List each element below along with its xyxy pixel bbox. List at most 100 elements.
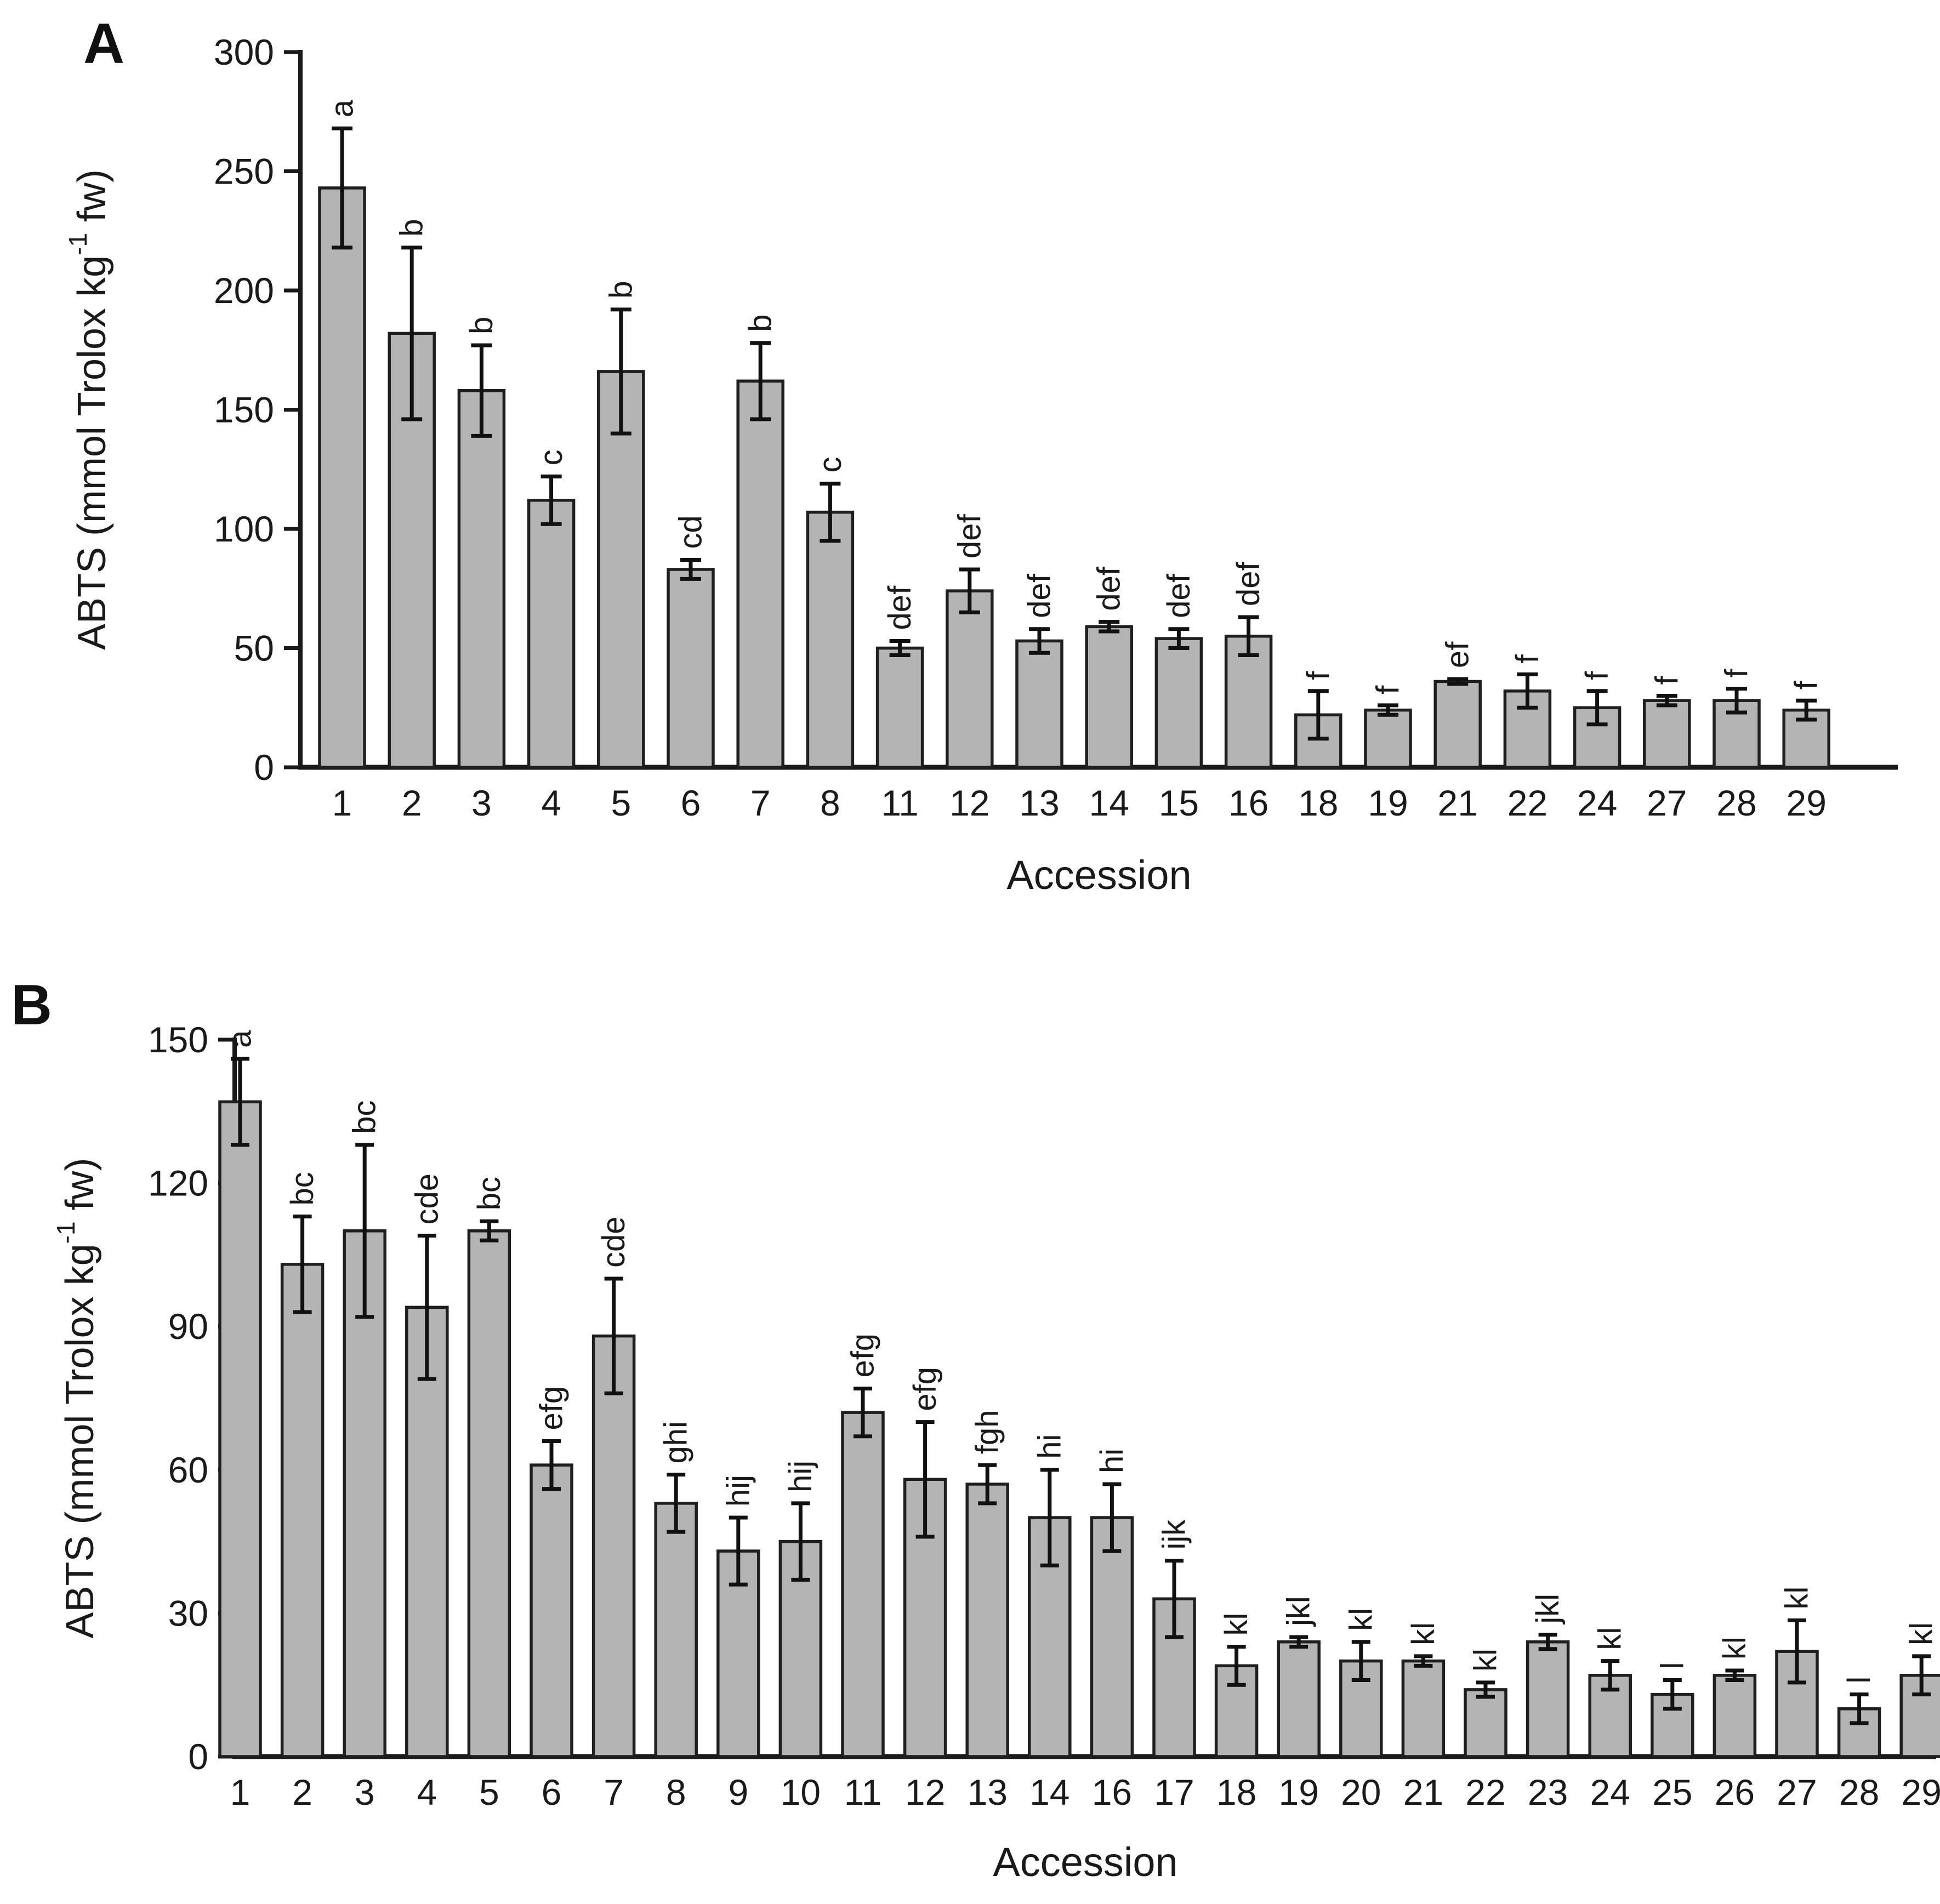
x-category-label: 1 <box>332 783 352 823</box>
bar <box>1401 1659 1446 1758</box>
sig-letter: f <box>1300 671 1336 680</box>
bar <box>591 1334 636 1758</box>
x-category-label: 11 <box>844 1772 882 1812</box>
x-category-label: 2 <box>402 783 422 823</box>
x-category-label: 3 <box>471 783 492 823</box>
y-tick-label: 150 <box>214 390 274 430</box>
sig-letter: kl <box>1779 1587 1815 1610</box>
sig-letter: ghi <box>658 1421 694 1463</box>
sig-letter: bc <box>471 1177 507 1210</box>
bar <box>530 1463 573 1758</box>
bar <box>1775 1650 1819 1758</box>
panel-label-b: B <box>11 973 53 1037</box>
bar <box>806 510 855 769</box>
y-tick-label: 250 <box>214 151 274 192</box>
sig-letter: a <box>223 1030 258 1048</box>
sig-letter: def <box>1022 573 1057 618</box>
x-category-label: 11 <box>881 783 919 823</box>
x-category-label: 16 <box>1228 783 1268 823</box>
y-axis-title: ABTS (mmol Trolox kg-1 fw) <box>64 169 114 650</box>
sig-letter: def <box>1161 573 1197 618</box>
y-tick-label: 120 <box>148 1163 208 1204</box>
y-tick-label: 50 <box>234 628 274 669</box>
sig-letter: f <box>1789 680 1824 689</box>
x-axis-title: Accession <box>1006 852 1191 898</box>
sig-letter: b <box>743 314 778 332</box>
x-category-label: 18 <box>1216 1772 1256 1812</box>
x-category-label: 12 <box>949 783 989 823</box>
sig-letter: ijk <box>1157 1519 1192 1550</box>
sig-letter: def <box>882 585 918 630</box>
x-category-label: 13 <box>1019 783 1059 823</box>
x-category-label: 6 <box>681 783 701 823</box>
bar <box>1526 1640 1570 1758</box>
bar <box>946 589 994 769</box>
sig-letter: kl <box>1468 1649 1504 1672</box>
sig-letter: a <box>325 99 360 117</box>
bar <box>457 389 506 769</box>
y-tick-label: 30 <box>168 1593 208 1633</box>
bar <box>1433 680 1482 769</box>
sig-letter: f <box>1719 668 1755 677</box>
x-category-label: 4 <box>417 1772 437 1812</box>
y-tick-label: 200 <box>214 270 274 311</box>
x-category-label: 17 <box>1154 1772 1194 1812</box>
x-category-label: 29 <box>1786 783 1826 823</box>
bar <box>1713 1674 1757 1758</box>
x-category-label: 10 <box>781 1772 821 1812</box>
sig-letter: c <box>812 457 848 472</box>
sig-letter: kl <box>1904 1622 1939 1645</box>
sig-letter: jkl <box>1281 1596 1317 1627</box>
bar-chart-panel-b: 0 30 60 90 120 150 a 1 bc 2 bc 3 cde 4 bc 5 efg 6 cde 7 ghi 8… <box>52 1019 1940 1885</box>
y-tick-label: 300 <box>214 32 274 72</box>
bar <box>1464 1688 1507 1758</box>
sig-letter: efg <box>845 1333 881 1378</box>
x-category-label: 25 <box>1652 1772 1692 1812</box>
sig-letter: def <box>1091 566 1127 611</box>
sig-letter: f <box>1510 654 1545 663</box>
bar <box>1837 1707 1881 1758</box>
x-category-label: 7 <box>604 1772 624 1812</box>
x-category-label: 24 <box>1590 1772 1630 1812</box>
bar <box>1154 637 1203 769</box>
x-axis-title: Accession <box>993 1839 1177 1885</box>
sig-letter: ef <box>1440 641 1476 668</box>
sig-letter: f <box>1370 685 1406 694</box>
x-category-label: 22 <box>1465 1772 1505 1812</box>
x-category-label: 16 <box>1092 1772 1132 1812</box>
bar-chart-panel-a: 0 50 100 150 200 250 300 a 1 b 2 b 3 c 4 b 5 cd 6 b 7 c 8 def 11… <box>64 32 1898 898</box>
sig-letter: kl <box>1219 1613 1254 1636</box>
sig-letter: kl <box>1406 1622 1441 1645</box>
x-category-label: 2 <box>292 1772 312 1812</box>
y-tick-label: 60 <box>168 1450 208 1490</box>
sig-letter: kl <box>1717 1637 1753 1660</box>
y-tick-label: 90 <box>168 1306 208 1347</box>
x-category-label: 3 <box>355 1772 375 1812</box>
x-category-label: 29 <box>1901 1772 1940 1812</box>
sig-letter: c <box>533 449 569 465</box>
sig-letter: fgh <box>970 1410 1005 1454</box>
bar <box>218 1100 262 1758</box>
y-tick-label: 0 <box>188 1736 208 1777</box>
y-tick-label: 100 <box>214 509 274 549</box>
sig-letter: f <box>1579 671 1615 680</box>
x-category-label: 23 <box>1528 1772 1568 1812</box>
sig-letter: hi <box>1094 1449 1130 1473</box>
bar <box>318 186 366 769</box>
x-category-label: 19 <box>1368 783 1408 823</box>
bar <box>1224 635 1273 769</box>
bar <box>1643 699 1691 769</box>
sig-letter: f <box>1649 676 1685 685</box>
x-category-label: 12 <box>905 1772 945 1812</box>
x-category-label: 5 <box>479 1772 499 1812</box>
bar <box>1277 1640 1321 1758</box>
x-category-label: 21 <box>1403 1772 1443 1812</box>
x-category-label: 28 <box>1716 783 1756 823</box>
x-category-label: 4 <box>541 783 561 823</box>
sig-letter: efg <box>907 1367 943 1411</box>
x-category-label: 24 <box>1577 783 1617 823</box>
bar <box>841 1411 885 1758</box>
y-tick-label: 150 <box>148 1019 208 1060</box>
